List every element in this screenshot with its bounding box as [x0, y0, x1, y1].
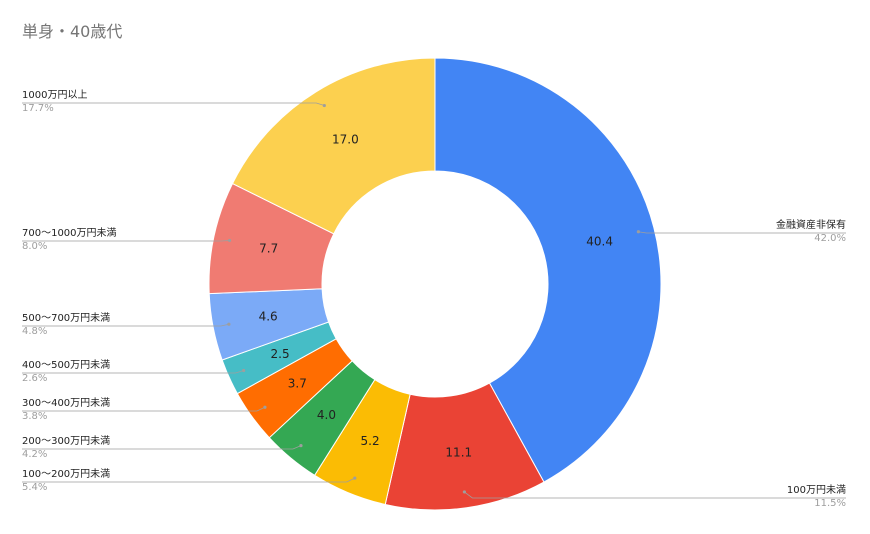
slices-layer: [208, 57, 662, 511]
slice-8-percent-label: 8.0%: [22, 241, 47, 252]
slice-6-leader-line: [22, 370, 244, 374]
slice-2-percent-label: 11.5%: [814, 498, 846, 509]
slice-9-percent-label: 17.7%: [22, 103, 54, 114]
slice-7-percent-label: 4.8%: [22, 326, 47, 337]
slice-7-leader-line: [22, 323, 229, 327]
slice-3-percent-label: 5.4%: [22, 482, 47, 493]
slice-3-category-label: 100～200万円未満: [22, 468, 110, 480]
slice-6-value-label: 2.5: [271, 347, 290, 361]
slice-8-category-label: 700～1000万円未満: [22, 227, 117, 239]
slice-5-category-label: 300～400万円未満: [22, 397, 110, 409]
chart-title: 単身・40歳代: [22, 22, 122, 41]
slice-3-value-label: 5.2: [361, 434, 380, 448]
slice-5-leader-line: [22, 406, 266, 412]
slice-8-value-label: 7.7: [259, 242, 278, 256]
slice-1-leader-line: [638, 231, 846, 234]
slice-2-value-label: 11.1: [445, 445, 472, 459]
slice-5-value-label: 3.7: [288, 377, 307, 391]
slice-6-category-label: 400～500万円未満: [22, 359, 110, 371]
slice-2-category-label: 100万円未満: [787, 484, 846, 496]
value-labels-layer: 40.4 11.1 5.2 4.0 3.7 2.5 4.6 7.7 17.0: [259, 133, 613, 460]
slice-4-value-label: 4.0: [317, 408, 336, 422]
slice-2-leader-line: [464, 491, 846, 499]
slice-4-percent-label: 4.2%: [22, 449, 47, 460]
outside-labels-layer: 金融資産非保有 42.0% 100万円未満 11.5% 100～200万円未満 5.4% 2…: [22, 89, 846, 509]
slice-7-category-label: 500～700万円未満: [22, 312, 110, 324]
slice-9-category-label: 1000万円以上: [22, 89, 87, 101]
slice-9-value-label: 17.0: [332, 133, 359, 147]
slice-1-percent-label: 42.0%: [814, 233, 846, 244]
leader-lines-layer: [22, 102, 846, 499]
slice-1-wedge[interactable]: [434, 57, 662, 483]
slice-1-category-label: 金融資産非保有: [776, 218, 846, 231]
slice-3-leader-line: [22, 477, 355, 483]
slice-8-leader-dot: [227, 238, 232, 243]
slice-6-percent-label: 2.6%: [22, 373, 47, 384]
slice-5-percent-label: 3.8%: [22, 411, 47, 422]
slice-1-leader-dot: [636, 230, 640, 234]
slice-1-value-label: 40.4: [586, 235, 613, 249]
slice-9-wedge[interactable]: [231, 57, 436, 235]
slice-4-category-label: 200～300万円未満: [22, 435, 110, 447]
slice-9-leader-line: [22, 102, 325, 106]
slice-4-leader-line: [22, 445, 302, 450]
slice-8-leader-line: [22, 240, 230, 242]
slice-7-value-label: 4.6: [259, 310, 278, 324]
